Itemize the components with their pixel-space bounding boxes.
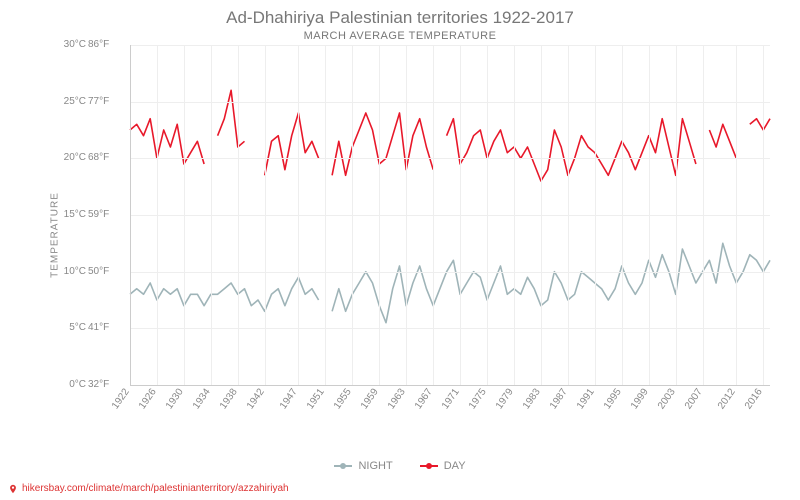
y-tick-fahrenheit: 86°F xyxy=(88,39,120,50)
gridline-v xyxy=(703,45,704,385)
gridline-v xyxy=(763,45,764,385)
gridline-v xyxy=(406,45,407,385)
gridline-v xyxy=(433,45,434,385)
x-tick-year: 1947 xyxy=(278,387,300,412)
series-line-day xyxy=(332,113,433,175)
y-tick-celsius: 30°C xyxy=(50,39,86,50)
footer-attribution: hikersbay.com/climate/march/palestiniant… xyxy=(8,483,289,494)
series-line-day xyxy=(218,90,245,147)
gridline-v xyxy=(211,45,212,385)
x-tick-year: 2003 xyxy=(656,387,678,412)
chart-area: TEMPERATURE 0°C32°F5°C41°F10°C50°F15°C59… xyxy=(0,45,800,425)
y-tick-fahrenheit: 59°F xyxy=(88,209,120,220)
y-tick-fahrenheit: 77°F xyxy=(88,96,120,107)
y-tick-fahrenheit: 41°F xyxy=(88,322,120,333)
gridline-v xyxy=(541,45,542,385)
legend-label-night: NIGHT xyxy=(358,460,392,472)
series-line-day xyxy=(709,124,736,158)
x-tick-year: 1926 xyxy=(137,387,159,412)
gridline-v xyxy=(157,45,158,385)
x-tick-year: 1959 xyxy=(359,387,381,412)
footer-url: hikersbay.com/climate/march/palestiniant… xyxy=(22,483,289,494)
gridline-h xyxy=(130,45,770,46)
y-tick-fahrenheit: 50°F xyxy=(88,266,120,277)
gridline-v xyxy=(379,45,380,385)
legend-item-day: DAY xyxy=(420,460,466,472)
gridline-h xyxy=(130,215,770,216)
legend: NIGHT DAY xyxy=(0,458,800,472)
gridline-v xyxy=(595,45,596,385)
gridline-v xyxy=(622,45,623,385)
chart-title: Ad-Dhahiriya Palestinian territories 192… xyxy=(0,0,800,28)
legend-marker-day xyxy=(420,465,438,467)
y-tick-fahrenheit: 32°F xyxy=(88,379,120,390)
y-tick-fahrenheit: 68°F xyxy=(88,152,120,163)
gridline-v xyxy=(736,45,737,385)
gridline-v xyxy=(352,45,353,385)
x-tick-year: 1951 xyxy=(305,387,327,412)
legend-item-night: NIGHT xyxy=(334,460,392,472)
gridline-v xyxy=(487,45,488,385)
gridline-v xyxy=(568,45,569,385)
gridline-v xyxy=(325,45,326,385)
gridline-v xyxy=(298,45,299,385)
gridline-h xyxy=(130,102,770,103)
x-tick-year: 2016 xyxy=(743,387,765,412)
y-tick-celsius: 15°C xyxy=(50,209,86,220)
y-tick-celsius: 20°C xyxy=(50,152,86,163)
x-tick-year: 1934 xyxy=(191,387,213,412)
legend-label-day: DAY xyxy=(444,460,466,472)
gridline-v xyxy=(238,45,239,385)
series-line-day xyxy=(447,119,696,181)
x-tick-year: 1983 xyxy=(521,387,543,412)
series-line-day xyxy=(265,113,319,175)
x-axis-line xyxy=(130,385,770,386)
x-tick-year: 1979 xyxy=(494,387,516,412)
x-tick-year: 1922 xyxy=(110,387,132,412)
x-tick-year: 1995 xyxy=(602,387,624,412)
y-tick-celsius: 0°C xyxy=(50,379,86,390)
x-tick-year: 1938 xyxy=(218,387,240,412)
y-tick-celsius: 10°C xyxy=(50,266,86,277)
gridline-v xyxy=(514,45,515,385)
series-line-day xyxy=(750,119,770,130)
x-tick-year: 1971 xyxy=(440,387,462,412)
y-tick-celsius: 25°C xyxy=(50,96,86,107)
gridline-v xyxy=(265,45,266,385)
x-tick-year: 1967 xyxy=(413,387,435,412)
chart-subtitle: MARCH AVERAGE TEMPERATURE xyxy=(0,28,800,42)
gridline-v xyxy=(460,45,461,385)
gridline-v xyxy=(676,45,677,385)
gridline-v xyxy=(649,45,650,385)
x-tick-year: 1999 xyxy=(629,387,651,412)
gridline-h xyxy=(130,158,770,159)
x-tick-year: 1991 xyxy=(575,387,597,412)
gridline-h xyxy=(130,272,770,273)
gridline-v xyxy=(184,45,185,385)
series-line-night xyxy=(332,243,770,322)
legend-marker-night xyxy=(334,465,352,467)
series-line-night xyxy=(130,277,319,311)
x-tick-year: 2012 xyxy=(716,387,738,412)
x-tick-year: 1930 xyxy=(164,387,186,412)
location-pin-icon xyxy=(8,484,18,494)
y-axis-line xyxy=(130,45,131,385)
y-tick-celsius: 5°C xyxy=(50,322,86,333)
plot-area xyxy=(130,45,770,385)
x-tick-year: 1975 xyxy=(467,387,489,412)
x-tick-year: 2007 xyxy=(683,387,705,412)
x-tick-year: 1987 xyxy=(548,387,570,412)
gridline-h xyxy=(130,328,770,329)
x-tick-year: 1942 xyxy=(245,387,267,412)
series-line-day xyxy=(130,119,204,164)
x-tick-year: 1963 xyxy=(386,387,408,412)
x-tick-year: 1955 xyxy=(332,387,354,412)
